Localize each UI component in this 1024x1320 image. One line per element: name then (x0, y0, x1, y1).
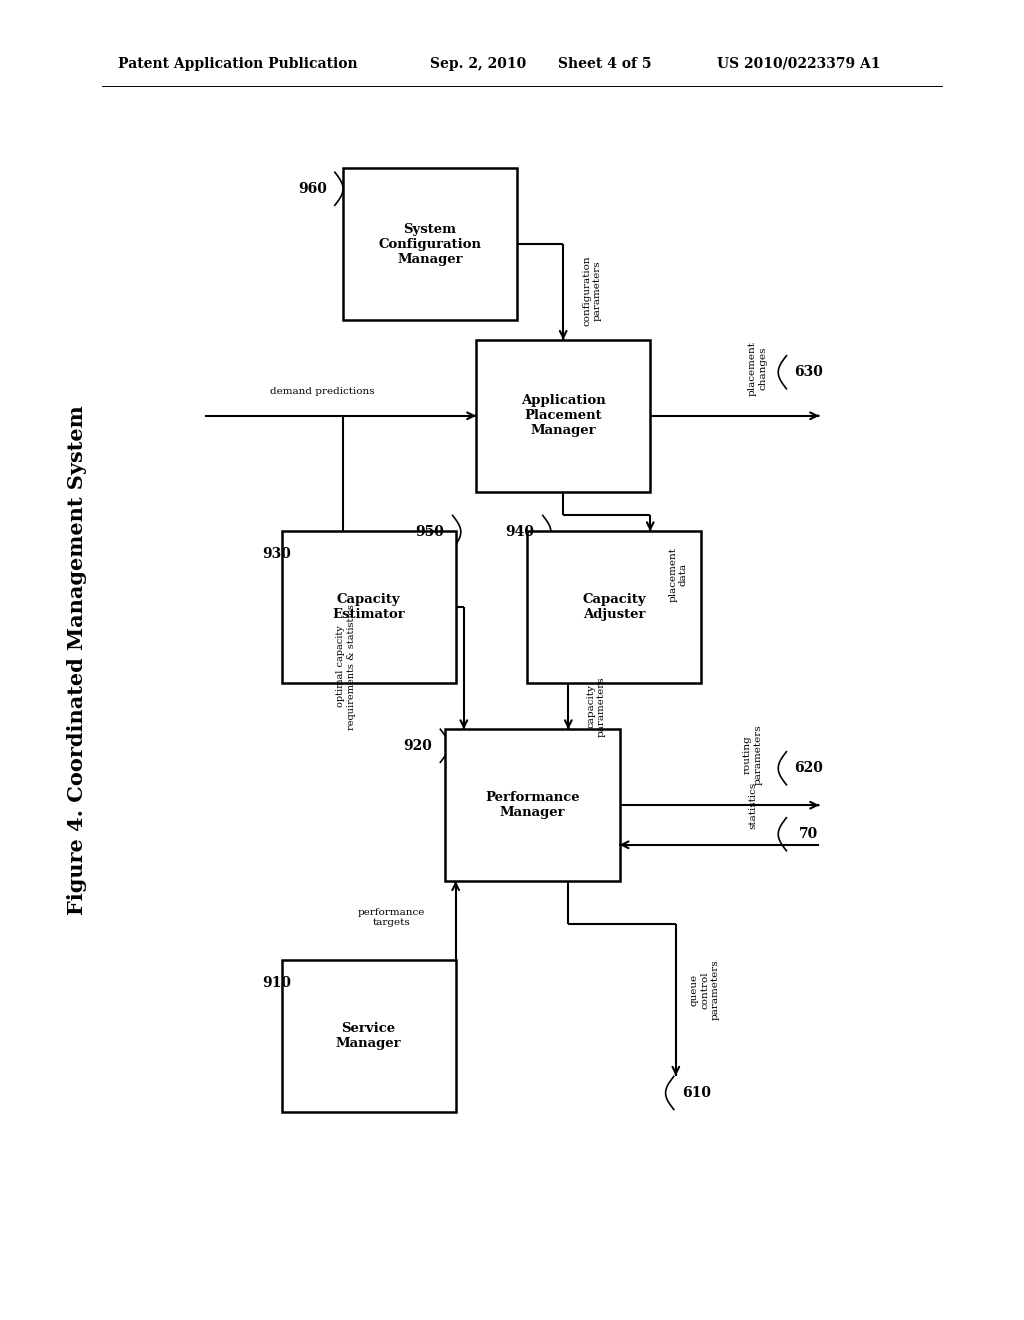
Text: System
Configuration
Manager: System Configuration Manager (379, 223, 481, 265)
Bar (282, 961, 456, 1111)
Text: 630: 630 (795, 366, 823, 379)
Text: configuration
parameters: configuration parameters (583, 255, 601, 326)
Text: 950: 950 (416, 525, 444, 539)
Text: performance
targets: performance targets (357, 908, 425, 927)
Text: Service
Manager: Service Manager (336, 1022, 401, 1051)
Text: Figure 4. Coordinated Management System: Figure 4. Coordinated Management System (67, 405, 87, 915)
Text: Application
Placement
Manager: Application Placement Manager (521, 395, 605, 437)
Text: optimal capacity
requirements & statistics: optimal capacity requirements & statisti… (337, 603, 355, 730)
Text: 960: 960 (298, 182, 327, 195)
Text: 610: 610 (682, 1086, 711, 1100)
Bar (445, 729, 620, 882)
Text: demand predictions: demand predictions (270, 387, 375, 396)
Text: Patent Application Publication: Patent Application Publication (118, 57, 357, 71)
Bar (527, 531, 701, 682)
Text: statistics: statistics (749, 781, 757, 829)
Text: 620: 620 (795, 762, 823, 775)
Text: capacity
parameters: capacity parameters (587, 676, 605, 737)
Text: Capacity
Estimator: Capacity Estimator (332, 593, 406, 622)
Text: placement
data: placement data (669, 546, 687, 602)
Bar (343, 168, 517, 321)
Text: 930: 930 (262, 548, 291, 561)
Text: Sheet 4 of 5: Sheet 4 of 5 (558, 57, 651, 71)
Text: 70: 70 (800, 828, 818, 841)
Text: 940: 940 (506, 525, 535, 539)
Bar (476, 339, 650, 491)
Text: queue
control
parameters: queue control parameters (689, 960, 720, 1020)
Text: Performance
Manager: Performance Manager (485, 791, 580, 820)
Text: Capacity
Adjuster: Capacity Adjuster (583, 593, 646, 622)
Text: 910: 910 (262, 977, 291, 990)
Text: routing
parameters: routing parameters (743, 725, 762, 785)
Text: US 2010/0223379 A1: US 2010/0223379 A1 (717, 57, 881, 71)
Text: placement
changes: placement changes (749, 341, 767, 396)
Text: Sep. 2, 2010: Sep. 2, 2010 (430, 57, 526, 71)
Text: 920: 920 (403, 739, 432, 752)
Bar (282, 531, 456, 682)
